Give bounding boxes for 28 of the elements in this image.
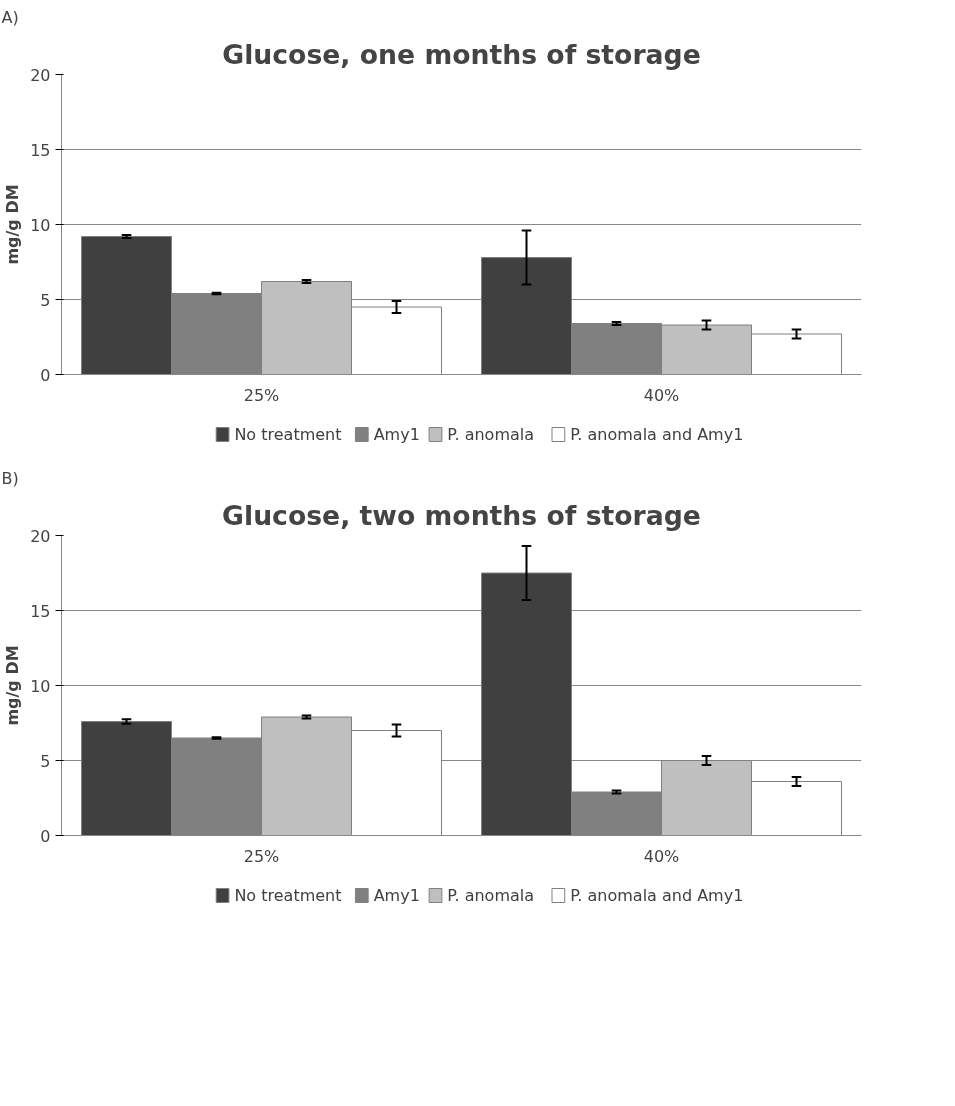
y-tick-label: 15 (30, 601, 51, 621)
y-tick-label: 10 (30, 215, 51, 235)
legend-label: P. anomala (447, 886, 535, 905)
legend-label: P. anomala (447, 425, 535, 444)
legend-label: No treatment (234, 425, 342, 444)
y-tick-label: 5 (40, 751, 51, 771)
x-tick-label: 40% (643, 385, 680, 405)
y-axis-title: mg/g DM (3, 645, 23, 726)
legend-label: Amy1 (373, 425, 420, 444)
y-axis-title: mg/g DM (3, 184, 23, 265)
chart-title: Glucose, one months of storage (222, 38, 701, 70)
y-tick-label: 0 (40, 826, 51, 846)
y-tick-label: 20 (30, 526, 51, 546)
y-tick-label: 0 (40, 365, 51, 385)
y-tick-label: 10 (30, 676, 51, 696)
x-tick-label: 25% (243, 846, 280, 866)
chart-title: Glucose, two months of storage (222, 499, 701, 531)
x-tick-label: 40% (643, 846, 680, 866)
legend-label: P. anomala and Amy1 (570, 425, 744, 444)
x-tick-label: 25% (243, 385, 280, 405)
y-tick-label: 15 (30, 140, 51, 160)
legend-label: Amy1 (373, 886, 420, 905)
legend-label: P. anomala and Amy1 (570, 886, 744, 905)
legend-label: No treatment (234, 886, 342, 905)
text: A) (1, 7, 19, 27)
text: B) (1, 468, 19, 488)
y-tick-label: 20 (30, 65, 51, 85)
y-tick-label: 5 (40, 290, 51, 310)
